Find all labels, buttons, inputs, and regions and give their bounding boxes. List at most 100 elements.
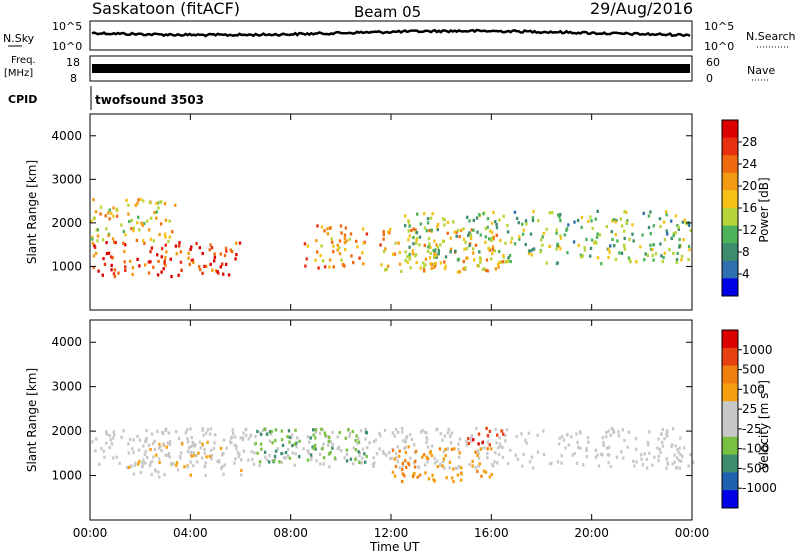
- echo-cell: [235, 241, 238, 245]
- echo-cell: [134, 461, 137, 465]
- echo-cell: [635, 460, 638, 464]
- echo-cell: [189, 450, 193, 454]
- echo-cell: [391, 470, 395, 474]
- echo-cell: [160, 270, 163, 274]
- echo-cell: [426, 217, 430, 221]
- echo-cell: [212, 446, 216, 451]
- echo-cell: [596, 256, 600, 260]
- echo-cell: [225, 446, 228, 450]
- echo-cell: [216, 270, 219, 274]
- echo-cell: [649, 247, 653, 251]
- echo-cell: [312, 428, 315, 432]
- echo-cell: [426, 249, 430, 253]
- echo-cell: [156, 273, 160, 277]
- echo-cell: [143, 221, 146, 226]
- echo-cell: [210, 246, 214, 250]
- echo-cell: [404, 214, 407, 218]
- echo-cell: [435, 243, 438, 247]
- echo-cell: [372, 456, 375, 460]
- echo-cell: [256, 451, 259, 455]
- x-axis-ticks: 00:00 04:00 08:00 12:00 16:00 20:00 00:00: [73, 114, 710, 540]
- echo-cell: [345, 448, 349, 452]
- echo-cell: [502, 214, 505, 218]
- echo-cell: [210, 457, 213, 461]
- echo-cell: [436, 465, 439, 469]
- colorbar-tick-label: 20: [742, 179, 757, 193]
- echo-cell: [506, 223, 509, 228]
- echo-cell: [254, 441, 257, 445]
- echo-cell: [209, 243, 212, 247]
- echo-cell: [421, 261, 425, 265]
- echo-cell: [229, 248, 232, 252]
- echo-cell: [413, 443, 416, 447]
- echo-cell: [140, 221, 143, 225]
- echo-cell: [513, 210, 517, 214]
- echo-cell: [209, 427, 213, 431]
- echo-cell: [219, 265, 222, 269]
- echo-cell: [164, 453, 167, 457]
- echo-cell: [571, 453, 574, 457]
- echo-cell: [560, 454, 563, 458]
- echo-cell: [467, 233, 470, 237]
- echo-cell: [445, 476, 448, 480]
- echo-cell: [644, 252, 647, 256]
- echo-cell: [542, 452, 546, 456]
- echo-cell: [138, 438, 142, 442]
- echo-cell: [612, 430, 616, 434]
- echo-cell: [442, 457, 445, 461]
- echo-cell: [413, 254, 417, 258]
- echo-cell: [154, 468, 157, 472]
- echo-cell: [107, 211, 110, 215]
- echo-cell: [348, 237, 351, 241]
- echo-cell: [157, 259, 160, 263]
- echo-cell: [362, 241, 365, 245]
- echo-cell: [117, 271, 120, 275]
- echo-cell: [281, 443, 285, 447]
- echo-cell: [433, 461, 437, 465]
- echo-cell: [418, 235, 422, 239]
- echo-cell: [111, 237, 115, 241]
- echo-cell: [168, 455, 171, 459]
- echo-cell: [575, 432, 578, 436]
- echo-cell: [263, 450, 267, 454]
- velocity-colorbar-label: Velocity [m s-1]: [757, 380, 772, 470]
- echo-cell: [101, 238, 105, 242]
- echo-cell: [364, 430, 368, 434]
- echo-cell: [318, 431, 322, 436]
- echo-cell: [458, 451, 461, 455]
- echo-cell: [318, 452, 322, 456]
- echo-cell: [625, 220, 628, 225]
- echo-cell: [164, 255, 167, 260]
- echo-cell: [510, 236, 514, 240]
- echo-cell: [174, 203, 177, 207]
- x-tick-label: 00:00: [675, 526, 710, 540]
- echo-cell: [677, 451, 681, 455]
- echo-cell: [582, 463, 585, 467]
- echo-cell: [646, 443, 650, 447]
- echo-cell: [453, 447, 456, 451]
- echo-cell: [115, 214, 119, 218]
- colorbar-segment: [722, 155, 738, 174]
- echo-cell: [181, 442, 184, 446]
- echo-cell: [491, 251, 494, 256]
- echo-cell: [328, 265, 331, 269]
- echo-cell: [340, 231, 343, 235]
- colorbar-tick-label: -100: [742, 442, 769, 456]
- echo-cell: [230, 436, 233, 440]
- echo-cell: [221, 262, 224, 266]
- echo-cell: [449, 441, 453, 445]
- echo-cell: [160, 449, 163, 453]
- echo-cell: [157, 457, 161, 461]
- echo-cell: [651, 248, 654, 252]
- echo-cell: [201, 426, 204, 431]
- echo-cell: [401, 479, 404, 484]
- echo-cell: [93, 244, 96, 248]
- echo-cell: [589, 246, 593, 250]
- echo-cell: [230, 250, 234, 254]
- echo-cell: [381, 450, 385, 454]
- echo-cell: [322, 456, 326, 460]
- echo-cell: [149, 447, 152, 452]
- echo-cell: [276, 447, 279, 451]
- echo-cell: [309, 453, 313, 457]
